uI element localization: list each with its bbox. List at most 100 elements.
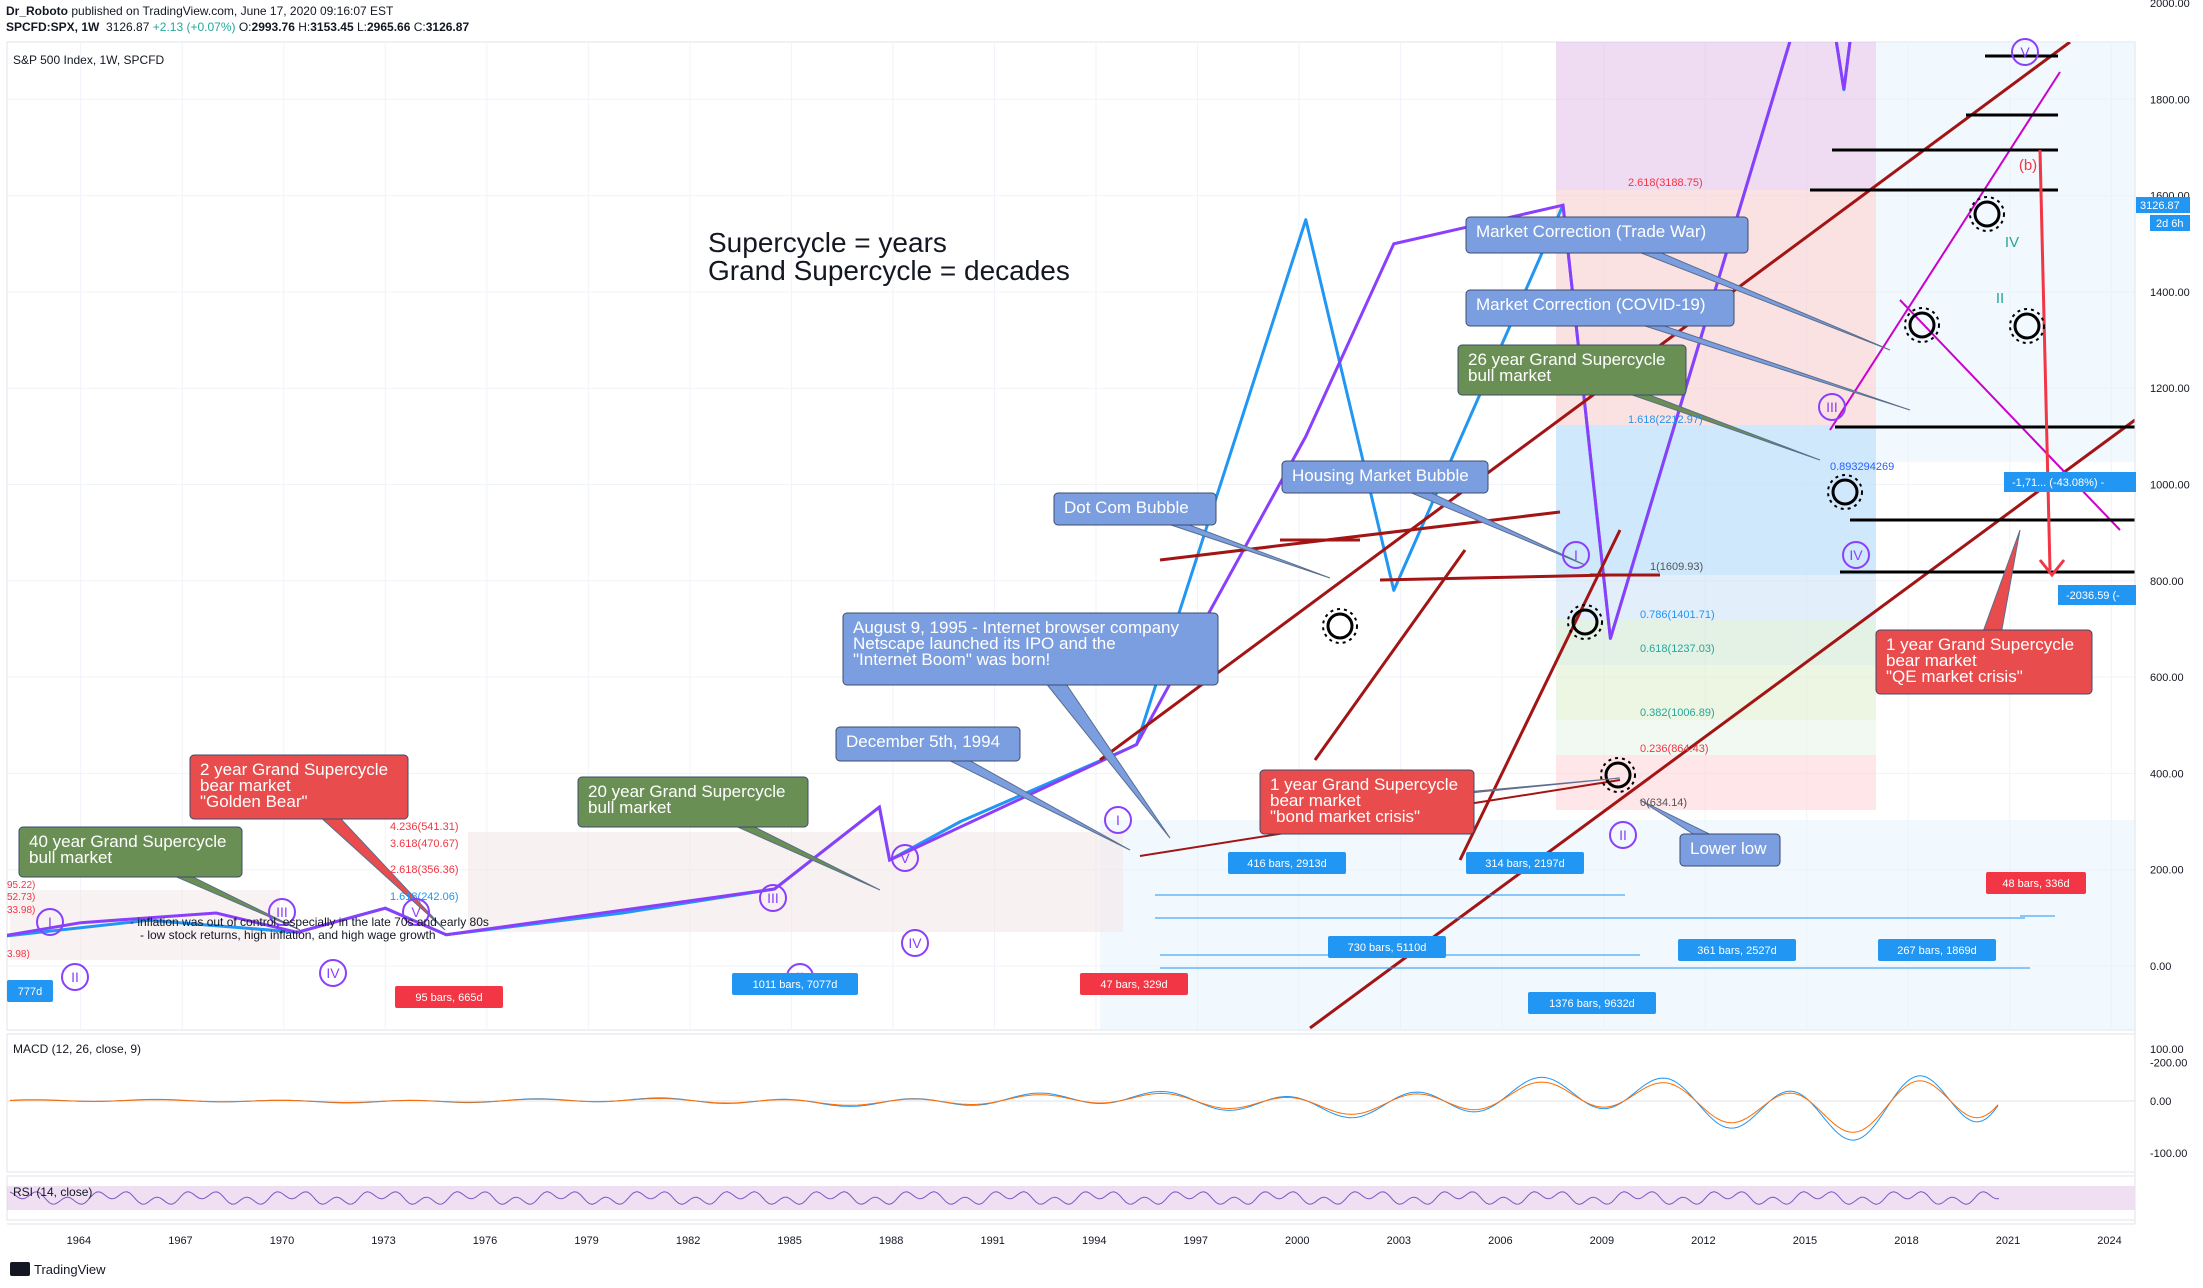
- bar-range-box: [1328, 936, 1446, 958]
- wave-label: I: [36, 908, 64, 936]
- author-name[interactable]: Dr_Roboto: [6, 4, 68, 18]
- wave-circle: [891, 844, 919, 872]
- pivot-marker-icon: [1969, 196, 2005, 232]
- tradingview-logo[interactable]: TradingView: [10, 1262, 106, 1277]
- fib-zone-g3: [1556, 720, 1876, 755]
- wave-circle: [319, 959, 347, 987]
- callout-box[interactable]: [189, 754, 409, 820]
- callout-netscape[interactable]: August 9, 1995 - Internet browser compan…: [842, 612, 1219, 839]
- fib-level-label-small: 3.618(470.67): [390, 838, 459, 850]
- callout-text: bear market: [1270, 791, 1361, 810]
- right-tag-text: -2036.59 (-: [2066, 590, 2120, 602]
- channel-line: [1313, 549, 1467, 761]
- x-tick-label: 2021: [1996, 1235, 2020, 1247]
- bar-range-text: 1011 bars, 7077d: [753, 979, 838, 991]
- channel-line: [1099, 42, 2071, 762]
- bar-range-text: 361 bars, 2527d: [1697, 945, 1777, 957]
- pivot-rays: [1969, 196, 2005, 232]
- pivot-marker-icon: [2009, 308, 2045, 344]
- wave-circle: [2011, 38, 2039, 66]
- bar-range-label: 267 bars, 1869d: [1878, 939, 1996, 961]
- callout-box[interactable]: [1679, 833, 1781, 867]
- callout-text: Dot Com Bubble: [1064, 498, 1189, 517]
- pivot-circle: [1908, 311, 1936, 339]
- bar-range-box: [395, 986, 503, 1008]
- callout-housing[interactable]: Housing Market Bubble: [1281, 460, 1586, 566]
- callout-text: December 5th, 1994: [846, 732, 1000, 751]
- callout-lowerlow[interactable]: Lower low: [1639, 799, 1781, 867]
- bar-range-text: 267 bars, 1869d: [1897, 945, 1977, 957]
- wave-label: II: [61, 963, 89, 991]
- x-tick-label: 1982: [676, 1235, 700, 1247]
- range-zone-right: [1876, 42, 2135, 462]
- callout-text: 40 year Grand Supercycle: [29, 832, 227, 851]
- wave-label-text: IV: [908, 935, 922, 951]
- bar-range-label: 95 bars, 665d: [395, 986, 503, 1008]
- callout-box[interactable]: [1053, 492, 1217, 526]
- bar-range-box: [1528, 992, 1656, 1014]
- x-tick-label: 2009: [1590, 1235, 1614, 1247]
- last-price-tag-time: 2d 6h: [2156, 218, 2184, 230]
- channel-line: [1159, 510, 1561, 562]
- callout-dec94[interactable]: December 5th, 1994: [835, 726, 1131, 851]
- wave-label-text: III: [767, 890, 779, 906]
- symbol-name[interactable]: SPCFD:SPX, 1W: [6, 20, 100, 34]
- bar-range-box: [7, 980, 53, 1002]
- macd-tick-label: 0.00: [2150, 1096, 2171, 1108]
- ohlc-low: 2965.66: [367, 20, 411, 34]
- headline-line1: Supercycle = years: [708, 227, 947, 258]
- pivot-circle: [1571, 608, 1599, 636]
- callout-mc-trade[interactable]: Market Correction (Trade War): [1465, 216, 1891, 351]
- pivot-circle: [1326, 612, 1354, 640]
- callout-mc-covid[interactable]: Market Correction (COVID-19): [1465, 289, 1911, 411]
- callout-box[interactable]: [842, 612, 1219, 686]
- wave-label: V: [891, 844, 919, 872]
- x-tick-label: 2015: [1793, 1235, 1817, 1247]
- fib-level-label: 0.786(1401.71): [1640, 609, 1715, 621]
- wave-circle: [759, 884, 787, 912]
- wave-circle: [268, 898, 296, 926]
- rsi-line: [9, 1191, 2000, 1205]
- channel-line: [1379, 573, 1611, 582]
- fib-zone-b2: [1556, 575, 1876, 620]
- price-change: +2.13 (+0.07%): [152, 20, 236, 34]
- pivot-circle: [1604, 761, 1632, 789]
- callout-box[interactable]: [1465, 289, 1735, 327]
- x-tick-label: 1985: [777, 1235, 801, 1247]
- bar-range-box: [1678, 939, 1796, 961]
- ohlc-close: 3126.87: [425, 20, 470, 34]
- projection-arrowhead: [2038, 559, 2066, 578]
- callout-box[interactable]: [18, 826, 243, 878]
- callout-box[interactable]: [835, 726, 1021, 762]
- macd-tick-label: -100.00: [2150, 1148, 2187, 1160]
- fib-level-label: 0.618(1237.03): [1640, 643, 1715, 655]
- wave-label: V: [402, 898, 430, 926]
- bar-range-text: 416 bars, 2913d: [1247, 858, 1327, 870]
- bar-range-label: 1011 bars, 7077d: [732, 973, 858, 995]
- callout-box[interactable]: [1259, 769, 1475, 835]
- callout-box[interactable]: [1457, 344, 1687, 396]
- pivot-rays: [1567, 604, 1603, 640]
- callout-box[interactable]: [1281, 460, 1489, 494]
- callout-box[interactable]: [1465, 216, 1749, 254]
- pivot-rays: [2009, 308, 2045, 344]
- callout-text: "QE market crisis": [1886, 667, 2023, 686]
- ohlc-l-label: L:: [356, 20, 367, 34]
- fib-level-label-left: 33.98): [7, 905, 35, 916]
- callout-dotcom[interactable]: Dot Com Bubble: [1053, 492, 1331, 579]
- callout-box[interactable]: [1875, 629, 2093, 695]
- bar-range-label: 48 bars, 336d: [1986, 872, 2086, 894]
- bar-range-text: 95 bars, 665d: [415, 992, 482, 1004]
- macd-pane[interactable]: [6, 1033, 2136, 1173]
- wave-label-text: III: [276, 904, 288, 920]
- callout-box[interactable]: [577, 776, 809, 828]
- wave-label-text: II: [1996, 290, 2004, 307]
- right-price-tag: -1,71... (-43.08%) -: [2004, 472, 2136, 492]
